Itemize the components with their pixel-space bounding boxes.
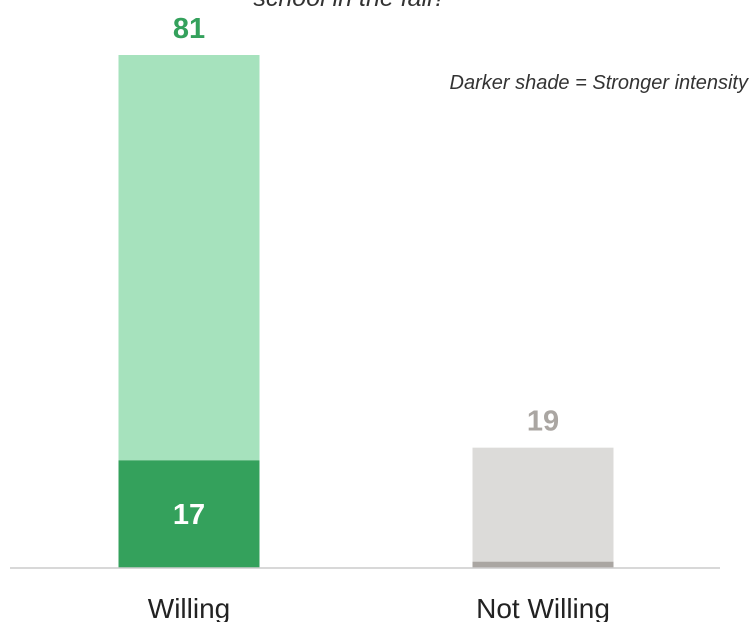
bar-willing-strong — [118, 460, 260, 568]
segment-label-willing: 17 — [173, 499, 205, 531]
bar-not-willing-strong — [472, 561, 614, 568]
bar-willing-light — [118, 55, 260, 461]
category-label-not-willing: Not Willing — [476, 593, 610, 622]
total-label-not-willing: 19 — [527, 406, 559, 438]
chart-note: Darker shade = Stronger intensity — [450, 72, 749, 94]
category-label-willing: Willing — [148, 593, 230, 622]
labels-group: 81 17 Willing 19 Not Willing — [148, 13, 610, 622]
total-label-willing: 81 — [173, 13, 205, 45]
bars-group — [118, 55, 614, 568]
chart-title: school in the fall? — [253, 0, 446, 12]
bar-not-willing-light — [472, 447, 614, 562]
